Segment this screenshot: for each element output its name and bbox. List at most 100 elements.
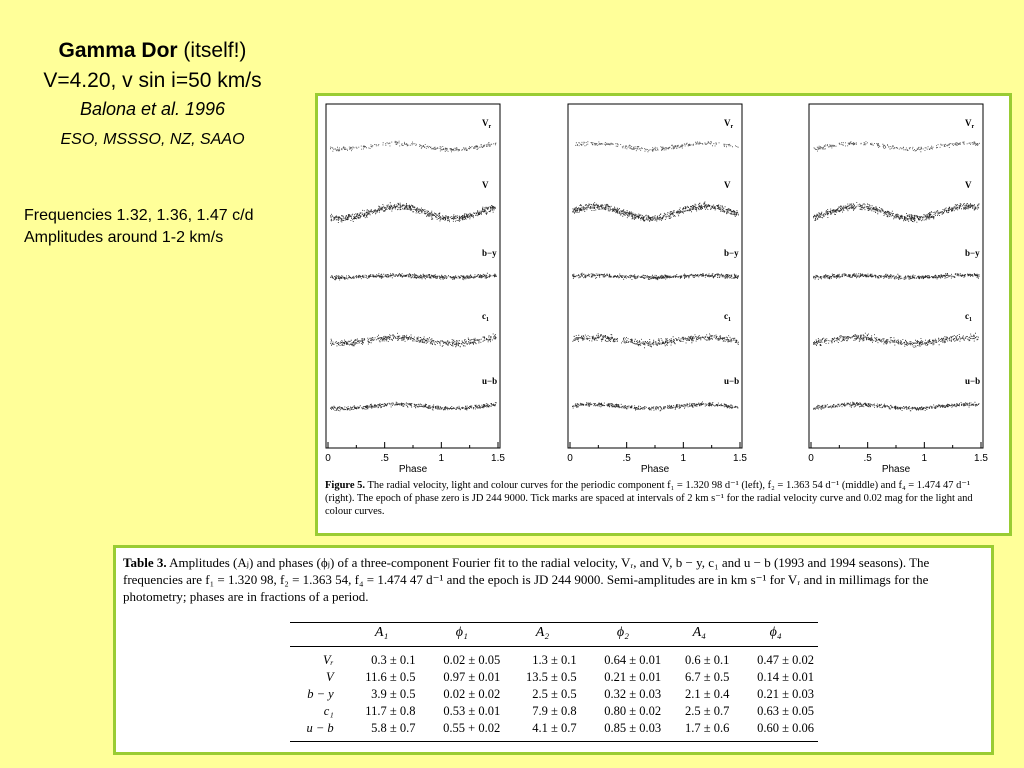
table-cell: 0.21 ± 0.03 — [757, 687, 814, 701]
x-tick-label: 1 — [922, 453, 928, 464]
table-cell: 7.9 ± 0.8 — [532, 704, 577, 718]
table-cell: 0.3 ± 0.1 — [371, 653, 416, 667]
table-cell: 0.02 ± 0.02 — [443, 687, 501, 701]
panel-label: b−y — [965, 248, 980, 258]
row-label: V — [326, 670, 334, 684]
table-row: b − y 3.9 ± 0.5 0.02 ± 0.02 2.5 ± 0.5 0.… — [290, 686, 818, 703]
row-label: c₁ — [323, 704, 334, 718]
data-points — [330, 332, 497, 348]
x-tick-label: 0 — [567, 453, 573, 464]
table-cell: 0.02 ± 0.05 — [443, 653, 501, 667]
table-frame: Table 3. Amplitudes (Aⱼ) and phases (ϕⱼ)… — [113, 545, 994, 755]
fourier-fit-table: A₁ ϕ₁ A₂ ϕ₂ A₄ ϕ₄ Vᵣ 0.3 ± 0.1 0.02 ± 0.… — [290, 622, 818, 742]
reference-citation: Balona et al. 1996 — [79, 99, 226, 119]
table-row: u − b 5.8 ± 0.7 0.55 + 0.02 4.1 ± 0.7 0.… — [290, 720, 818, 742]
table-cell: 0.32 ± 0.03 — [604, 687, 662, 701]
x-tick-label: .5 — [863, 453, 872, 464]
row-label: b − y — [307, 687, 334, 701]
data-points — [330, 272, 497, 281]
notes: Frequencies 1.32, 1.36, 1.47 c/d Amplitu… — [24, 205, 253, 249]
panel-label-subscript: 1 — [969, 317, 972, 323]
table-cell: 2.1 ± 0.4 — [685, 687, 730, 701]
table-cell: 0.97 ± 0.01 — [443, 670, 501, 684]
slide-title: Gamma Dor (itself!) — [0, 38, 305, 64]
table-header-cell: ϕ₄ — [733, 622, 818, 647]
x-axis-label: Phase — [882, 464, 911, 475]
x-tick-label: 0 — [325, 453, 331, 464]
plot-frame — [808, 103, 984, 449]
table-cell: 11.6 ± 0.5 — [365, 670, 416, 684]
table-cell: 0.47 ± 0.02 — [757, 653, 814, 667]
table-header-cell: A₄ — [665, 622, 734, 647]
x-tick-label: 1.5 — [733, 453, 747, 464]
table-cell: 0.55 + 0.02 — [443, 721, 501, 735]
figure-caption: Figure 5. The radial velocity, light and… — [325, 479, 1001, 518]
panel-label: Vr — [482, 118, 492, 130]
notes-amplitudes: Amplitudes around 1-2 km/s — [24, 229, 224, 246]
table-cell: 0.63 ± 0.05 — [757, 704, 814, 718]
panel-label: b−y — [724, 248, 739, 258]
data-points — [572, 272, 739, 281]
panel-label: b−y — [482, 248, 497, 258]
table-cell: 6.7 ± 0.5 — [685, 670, 730, 684]
plot-frame — [567, 103, 743, 449]
table-header-row: A₁ ϕ₁ A₂ ϕ₂ A₄ ϕ₄ — [290, 622, 818, 647]
panel-label-subscript: r — [489, 124, 492, 130]
data-points — [813, 401, 980, 412]
table-cell: 0.60 ± 0.06 — [757, 721, 814, 735]
data-points — [813, 202, 980, 223]
table-cell: 2.5 ± 0.7 — [685, 704, 730, 718]
table-cell: 11.7 ± 0.8 — [365, 704, 416, 718]
data-points — [813, 141, 980, 153]
table-cell: 1.3 ± 0.1 — [532, 653, 577, 667]
table-row: Vᵣ 0.3 ± 0.1 0.02 ± 0.05 1.3 ± 0.1 0.64 … — [290, 647, 818, 670]
x-tick-label: .5 — [622, 453, 631, 464]
x-axis-label: Phase — [399, 464, 428, 475]
table-header-cell: A₁ — [343, 622, 420, 647]
data-points — [572, 333, 739, 349]
table-caption-label: Table 3. — [123, 555, 167, 570]
panel-label: V — [724, 180, 731, 190]
table-cell: 0.85 ± 0.03 — [604, 721, 662, 735]
x-tick-label: .5 — [380, 453, 389, 464]
panel-label-subscript: r — [972, 124, 975, 130]
observatories: ESO, MSSSO, NZ, SAAO — [60, 131, 245, 148]
panel-label-subscript: 1 — [486, 317, 489, 323]
panel-label-subscript: r — [731, 124, 734, 130]
x-axis-label: Phase — [641, 464, 670, 475]
table-cell: 0.53 ± 0.01 — [443, 704, 501, 718]
table-cell: 0.80 ± 0.02 — [604, 704, 662, 718]
panel-label: u−b — [482, 376, 497, 386]
panel-label: u−b — [965, 376, 980, 386]
panel-label: c1 — [724, 311, 731, 323]
table-header-cell — [290, 622, 344, 647]
panel-label: c1 — [965, 311, 972, 323]
table-cell: 13.5 ± 0.5 — [526, 670, 577, 684]
table-cell: 5.8 ± 0.7 — [371, 721, 416, 735]
figure-caption-label: Figure 5. — [325, 480, 366, 491]
table-caption: Table 3. Amplitudes (Aⱼ) and phases (ϕⱼ)… — [123, 554, 985, 605]
data-points — [575, 141, 739, 153]
table-cell: 0.6 ± 0.1 — [685, 653, 730, 667]
figure-caption-text: The radial velocity, light and colour cu… — [325, 480, 973, 517]
panel-label-subscript: 1 — [728, 317, 731, 323]
data-points — [813, 273, 980, 280]
table-header-cell: ϕ₁ — [419, 622, 505, 647]
data-points — [813, 332, 979, 348]
panel-label: u−b — [724, 376, 739, 386]
data-points — [572, 401, 739, 412]
data-points — [572, 201, 739, 222]
x-tick-label: 1.5 — [491, 453, 505, 464]
table-cell: 4.1 ± 0.7 — [532, 721, 577, 735]
table-cell: 3.9 ± 0.5 — [371, 687, 416, 701]
table-caption-text: Amplitudes (Aⱼ) and phases (ϕⱼ) of a thr… — [123, 555, 930, 604]
table-cell: 2.5 ± 0.5 — [532, 687, 577, 701]
data-points — [330, 140, 497, 153]
table-header-cell: ϕ₂ — [580, 622, 666, 647]
row-label: u − b — [306, 721, 334, 735]
x-tick-label: 1 — [439, 453, 445, 464]
table-cell: 0.64 ± 0.01 — [604, 653, 662, 667]
table-cell: 0.21 ± 0.01 — [604, 670, 662, 684]
